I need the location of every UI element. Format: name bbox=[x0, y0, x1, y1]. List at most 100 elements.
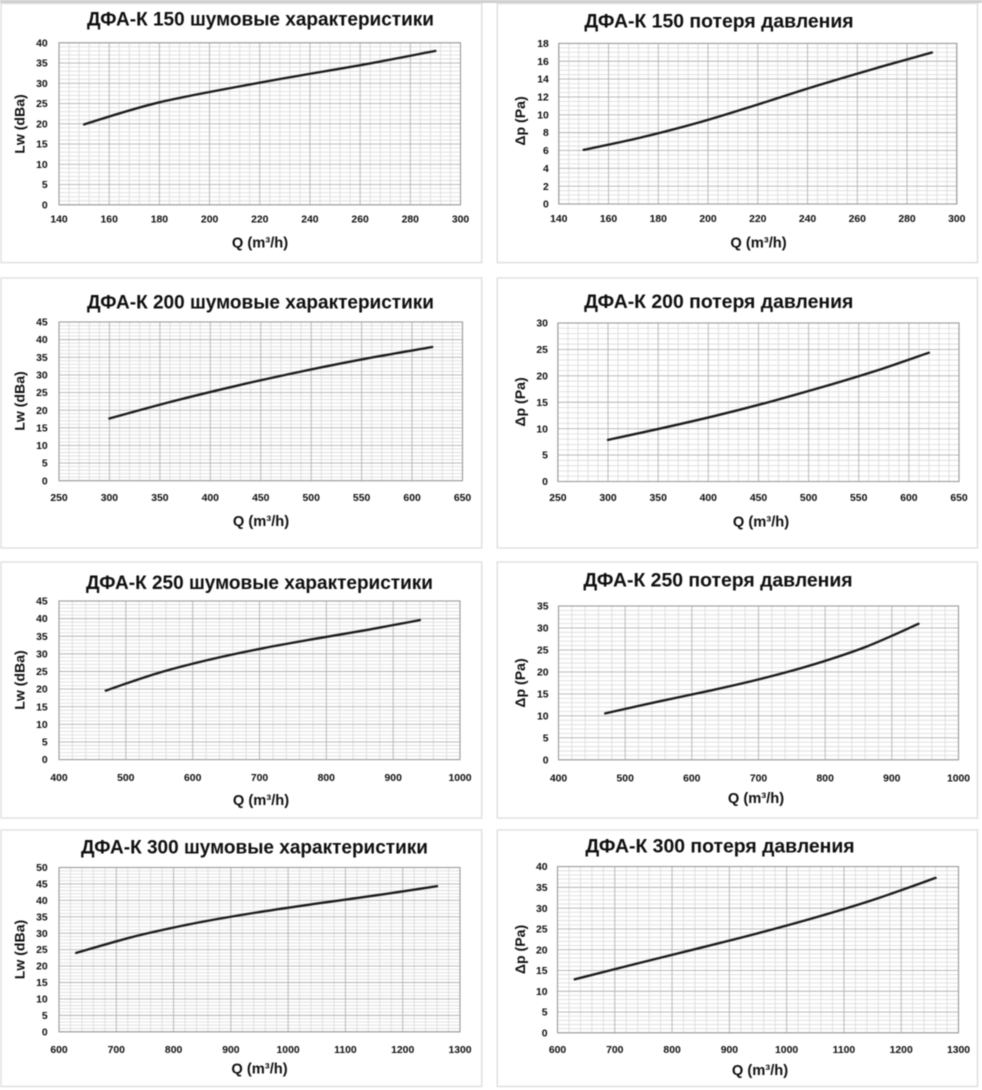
svg-text:Q (m³/h): Q (m³/h) bbox=[232, 236, 288, 252]
svg-text:18: 18 bbox=[537, 39, 549, 50]
svg-text:6: 6 bbox=[543, 146, 549, 157]
svg-text:ДФА-К 250 потеря давления: ДФА-К 250 потеря давления bbox=[583, 570, 852, 592]
svg-text:25: 25 bbox=[36, 388, 48, 399]
svg-text:5: 5 bbox=[542, 1008, 548, 1019]
svg-text:30: 30 bbox=[536, 904, 548, 915]
svg-text:ДФА-К 300 шумовые характеристи: ДФА-К 300 шумовые характеристики bbox=[81, 838, 428, 859]
svg-text:800: 800 bbox=[165, 1045, 183, 1056]
svg-text:300: 300 bbox=[452, 215, 470, 226]
svg-text:1100: 1100 bbox=[334, 1045, 357, 1056]
svg-text:180: 180 bbox=[151, 215, 169, 226]
svg-text:220: 220 bbox=[251, 215, 269, 226]
svg-text:10: 10 bbox=[36, 441, 48, 452]
svg-text:4: 4 bbox=[543, 164, 549, 175]
svg-text:45: 45 bbox=[36, 597, 48, 608]
svg-text:1100: 1100 bbox=[833, 1045, 856, 1056]
svg-text:10: 10 bbox=[537, 110, 549, 121]
svg-text:200: 200 bbox=[201, 215, 219, 226]
svg-text:900: 900 bbox=[222, 1045, 240, 1056]
svg-text:1300: 1300 bbox=[448, 1045, 471, 1056]
svg-text:Lw (dBa): Lw (dBa) bbox=[12, 920, 28, 980]
svg-text:5: 5 bbox=[543, 733, 549, 744]
svg-text:600: 600 bbox=[683, 774, 701, 785]
svg-text:1000: 1000 bbox=[277, 1045, 300, 1056]
svg-text:800: 800 bbox=[817, 774, 835, 785]
svg-text:5: 5 bbox=[542, 451, 548, 462]
svg-text:Lw (dBa): Lw (dBa) bbox=[12, 94, 28, 154]
svg-text:280: 280 bbox=[898, 214, 916, 225]
svg-text:0: 0 bbox=[543, 200, 549, 211]
svg-text:300: 300 bbox=[948, 214, 966, 225]
svg-text:10: 10 bbox=[36, 995, 48, 1006]
svg-text:600: 600 bbox=[900, 493, 918, 504]
svg-text:15: 15 bbox=[36, 702, 48, 713]
svg-text:240: 240 bbox=[799, 214, 817, 225]
svg-text:45: 45 bbox=[36, 318, 48, 329]
svg-text:5: 5 bbox=[42, 738, 48, 749]
svg-text:Q (m³/h): Q (m³/h) bbox=[233, 793, 289, 809]
svg-text:Δp (Pa): Δp (Pa) bbox=[512, 96, 528, 145]
svg-text:650: 650 bbox=[454, 493, 472, 504]
svg-text:15: 15 bbox=[36, 978, 48, 989]
svg-text:650: 650 bbox=[950, 493, 968, 504]
svg-text:ДФА-К 200 потеря давления: ДФА-К 200 потеря давления bbox=[584, 291, 853, 313]
svg-text:550: 550 bbox=[850, 493, 868, 504]
svg-text:15: 15 bbox=[537, 690, 549, 701]
svg-text:35: 35 bbox=[36, 912, 48, 923]
svg-text:ДФА-К 150 шумовые характеристи: ДФА-К 150 шумовые характеристики bbox=[87, 10, 434, 31]
svg-text:350: 350 bbox=[151, 493, 169, 504]
svg-text:300: 300 bbox=[599, 493, 617, 504]
svg-text:1000: 1000 bbox=[775, 1045, 798, 1056]
svg-text:15: 15 bbox=[536, 966, 548, 977]
svg-text:Q (m³/h): Q (m³/h) bbox=[233, 514, 289, 530]
svg-text:5: 5 bbox=[42, 180, 48, 191]
svg-text:140: 140 bbox=[550, 214, 568, 225]
svg-text:20: 20 bbox=[36, 962, 48, 973]
svg-text:140: 140 bbox=[50, 215, 68, 226]
svg-text:20: 20 bbox=[536, 945, 548, 956]
svg-text:25: 25 bbox=[36, 99, 48, 110]
svg-text:15: 15 bbox=[36, 423, 48, 434]
svg-text:30: 30 bbox=[36, 929, 48, 940]
svg-text:Q (m³/h): Q (m³/h) bbox=[231, 1061, 287, 1077]
svg-text:700: 700 bbox=[108, 1045, 126, 1056]
svg-text:450: 450 bbox=[252, 493, 270, 504]
svg-text:40: 40 bbox=[36, 38, 48, 49]
svg-text:45: 45 bbox=[36, 880, 48, 891]
svg-text:Lw (dBa): Lw (dBa) bbox=[12, 371, 28, 431]
svg-text:700: 700 bbox=[251, 773, 269, 784]
svg-text:600: 600 bbox=[549, 1045, 567, 1056]
svg-text:260: 260 bbox=[351, 215, 369, 226]
svg-text:30: 30 bbox=[36, 79, 48, 90]
svg-text:40: 40 bbox=[536, 862, 548, 873]
svg-text:20: 20 bbox=[536, 371, 548, 382]
svg-text:Lw (dBa): Lw (dBa) bbox=[12, 650, 28, 710]
svg-text:25: 25 bbox=[536, 925, 548, 936]
svg-text:700: 700 bbox=[606, 1045, 624, 1056]
svg-text:1000: 1000 bbox=[947, 774, 970, 785]
svg-text:900: 900 bbox=[721, 1045, 739, 1056]
svg-text:35: 35 bbox=[537, 602, 549, 613]
svg-text:ДФА-К 300 потеря давления: ДФА-К 300 потеря давления bbox=[585, 835, 854, 857]
svg-text:40: 40 bbox=[36, 896, 48, 907]
svg-text:600: 600 bbox=[50, 1045, 68, 1056]
svg-text:Q (m³/h): Q (m³/h) bbox=[730, 236, 786, 252]
svg-text:25: 25 bbox=[536, 345, 548, 356]
svg-text:2: 2 bbox=[543, 182, 549, 193]
svg-text:30: 30 bbox=[36, 650, 48, 661]
svg-text:25: 25 bbox=[36, 667, 48, 678]
svg-text:250: 250 bbox=[549, 493, 567, 504]
svg-text:35: 35 bbox=[536, 883, 548, 894]
svg-text:160: 160 bbox=[600, 214, 618, 225]
svg-text:8: 8 bbox=[543, 128, 549, 139]
svg-text:5: 5 bbox=[42, 1011, 48, 1022]
svg-text:5: 5 bbox=[42, 459, 48, 470]
svg-text:20: 20 bbox=[36, 119, 48, 130]
svg-text:40: 40 bbox=[36, 335, 48, 346]
svg-text:10: 10 bbox=[536, 424, 548, 435]
svg-text:0: 0 bbox=[42, 200, 48, 211]
svg-text:Δp (Pa): Δp (Pa) bbox=[512, 658, 528, 707]
svg-text:15: 15 bbox=[536, 398, 548, 409]
svg-text:Δp (Pa): Δp (Pa) bbox=[512, 925, 528, 974]
svg-text:35: 35 bbox=[36, 59, 48, 70]
